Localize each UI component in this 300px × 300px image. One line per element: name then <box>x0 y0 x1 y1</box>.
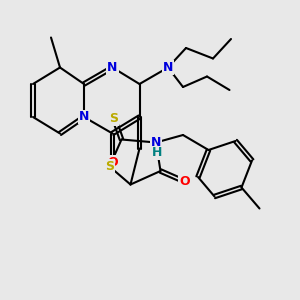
Text: N: N <box>151 136 161 149</box>
Text: O: O <box>179 175 190 188</box>
Text: S: S <box>105 160 114 173</box>
Text: N: N <box>107 61 118 74</box>
Text: S: S <box>110 112 118 125</box>
Text: H: H <box>152 146 163 160</box>
Text: O: O <box>107 155 118 169</box>
Text: N: N <box>79 110 89 124</box>
Text: N: N <box>163 61 173 74</box>
